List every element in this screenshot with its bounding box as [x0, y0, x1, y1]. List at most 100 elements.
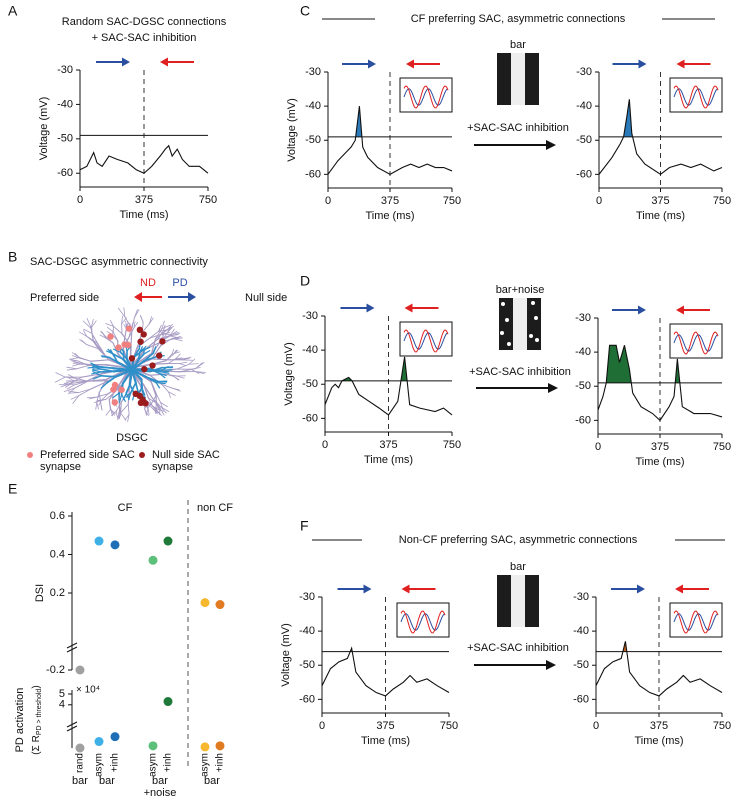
- dendrite: [99, 334, 107, 339]
- dendrite: [149, 333, 162, 339]
- x-tick-label: 375: [376, 720, 394, 732]
- dendrite: [160, 402, 168, 408]
- dendrite: [151, 345, 162, 360]
- dendrite: [148, 316, 152, 325]
- dendrite: [116, 410, 121, 419]
- x-tick-label: 375: [135, 194, 153, 206]
- inset: [669, 77, 723, 113]
- data-point: [163, 697, 173, 707]
- dendrite: [86, 335, 98, 344]
- y-tick-label: -30: [575, 312, 591, 324]
- inset: [399, 321, 453, 357]
- inset-trace: [403, 332, 449, 350]
- synapse-dot: [118, 386, 125, 393]
- diagram-title: SAC-DSGC asymmetric connectivity: [30, 256, 208, 268]
- inset-frame: [399, 321, 453, 357]
- voltage-trace: [595, 641, 723, 697]
- inset: [399, 77, 453, 113]
- y-tick-label: -30: [305, 66, 321, 78]
- dendrite: [88, 396, 98, 400]
- x-tick-label: 375: [379, 439, 397, 451]
- y-tick-label: -50: [57, 133, 73, 145]
- data-point: [94, 737, 104, 747]
- y-axis-label-part: ): [31, 685, 42, 688]
- dendrite: [141, 323, 150, 333]
- dendrite: [170, 328, 175, 336]
- dendrite: [90, 380, 110, 390]
- panel-label: E: [8, 481, 17, 497]
- x-tick-label: 0: [593, 720, 599, 732]
- dendrite: [124, 413, 130, 421]
- x-tick-label: 750: [443, 439, 461, 451]
- dendrite: [188, 363, 199, 365]
- x-tick-label: 750: [199, 194, 217, 206]
- synapse-dot: [111, 381, 119, 389]
- dendrite: [96, 401, 99, 410]
- dendrite: [179, 368, 196, 373]
- y-tick-label: -60: [302, 412, 318, 424]
- x-axis-label: Time (ms): [119, 209, 168, 221]
- arrow-head: [676, 59, 685, 69]
- legend-label: Null side SAC: [152, 449, 220, 461]
- dendrite: [72, 363, 81, 367]
- dendrite: [158, 372, 167, 377]
- x-tick-label: 0: [319, 720, 325, 732]
- dendrite: [82, 320, 92, 329]
- y-axis-label-part: PD > threshold: [36, 689, 43, 736]
- dendrite: [79, 339, 87, 345]
- y-axis-label: (Σ RPD > threshold): [31, 685, 44, 754]
- data-point: [200, 598, 210, 608]
- dendrite: [161, 324, 171, 330]
- dendrite: [158, 370, 181, 373]
- dendrite: [171, 336, 182, 339]
- side-label: Preferred side: [30, 292, 99, 304]
- x-tick-label: 375: [650, 720, 668, 732]
- dendrite: [148, 367, 160, 375]
- y-tick-label: -50: [305, 134, 321, 146]
- dendrite: [86, 378, 107, 382]
- dendrite: [71, 381, 87, 384]
- legend-label: synapse: [40, 461, 81, 473]
- above-threshold-area: [355, 106, 362, 137]
- dendrite: [158, 324, 162, 332]
- synapse-dot: [107, 333, 114, 340]
- stimulus-direction-arrow: [337, 584, 372, 594]
- stimulus-direction-arrow: [160, 57, 194, 67]
- dendrite: [86, 317, 92, 329]
- arrow-head: [675, 584, 683, 594]
- dendrite: [172, 349, 179, 355]
- dendrite: [171, 348, 175, 355]
- inset-trace: [673, 85, 719, 109]
- voltage-trace: [324, 356, 453, 416]
- dendrite: [90, 359, 110, 362]
- inset-frame: [399, 77, 453, 113]
- dendrite: [188, 358, 196, 365]
- dendrite: [161, 384, 173, 389]
- dendrite: [150, 338, 157, 355]
- data-point: [94, 536, 104, 546]
- annotation: non CF: [197, 502, 233, 514]
- dendrite: [143, 350, 151, 355]
- dendrite: [108, 385, 119, 401]
- synapse-dot: [115, 344, 122, 351]
- dendrite: [123, 307, 126, 318]
- dendrite: [120, 401, 122, 414]
- data-point: [148, 555, 158, 565]
- y-axis-label: PD activation: [14, 688, 26, 753]
- arrow-head: [406, 59, 414, 69]
- dendrite: [63, 387, 76, 392]
- dendrite: [110, 408, 115, 416]
- data-point: [215, 600, 225, 610]
- dendrite: [117, 307, 126, 318]
- dendrite: [112, 392, 121, 399]
- inset-trace: [673, 331, 719, 355]
- dendrite: [160, 406, 170, 413]
- dendrite: [100, 331, 106, 337]
- panel-label: B: [8, 249, 17, 265]
- y-tick-label: -60: [57, 167, 73, 179]
- dendrite: [165, 354, 174, 362]
- panel-label: A: [8, 3, 18, 19]
- dendrite: [175, 375, 185, 379]
- dendrite: [164, 373, 177, 377]
- data-point: [215, 741, 225, 751]
